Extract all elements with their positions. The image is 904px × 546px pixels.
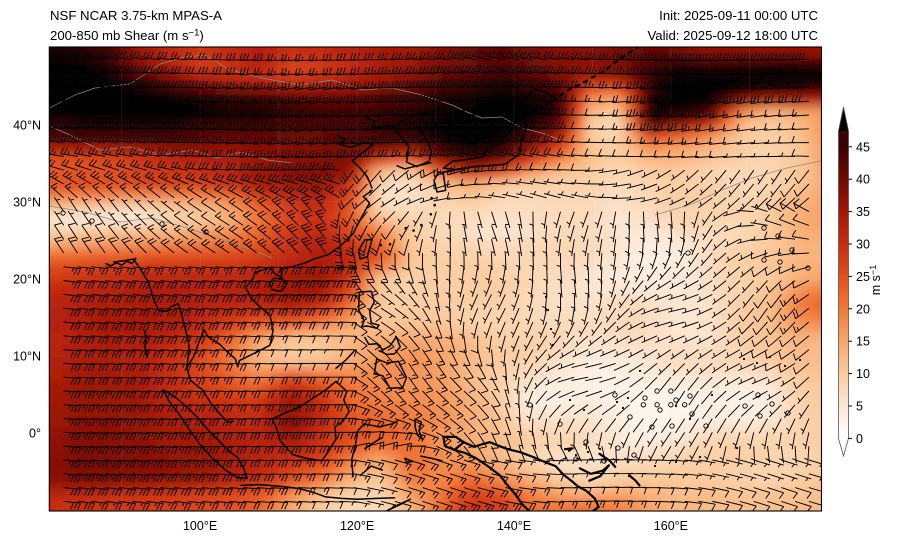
- svg-text:160°E: 160°E: [654, 519, 688, 533]
- svg-text:10: 10: [856, 367, 870, 381]
- svg-text:45: 45: [856, 140, 870, 154]
- svg-text:NSF NCAR 3.75-km MPAS-A: NSF NCAR 3.75-km MPAS-A: [50, 8, 222, 23]
- svg-text:40°N: 40°N: [13, 119, 41, 133]
- svg-text:100°E: 100°E: [183, 519, 217, 533]
- svg-text:15: 15: [856, 335, 870, 349]
- svg-text:5: 5: [856, 400, 863, 414]
- svg-text:140°E: 140°E: [497, 519, 531, 533]
- svg-text:25: 25: [856, 270, 870, 284]
- svg-text:10°N: 10°N: [13, 350, 41, 364]
- svg-text:20°N: 20°N: [13, 273, 41, 287]
- svg-text:30°N: 30°N: [13, 196, 41, 210]
- svg-text:35: 35: [856, 205, 870, 219]
- svg-text:40: 40: [856, 173, 870, 187]
- svg-text:200-850 mb Shear (m s−1): 200-850 mb Shear (m s−1): [50, 28, 204, 44]
- svg-text:120°E: 120°E: [340, 519, 374, 533]
- svg-text:20: 20: [856, 302, 870, 316]
- svg-text:Valid: 2025-09-12 18:00 UTC: Valid: 2025-09-12 18:00 UTC: [647, 28, 818, 43]
- svg-text:30: 30: [856, 238, 870, 252]
- svg-text:Init: 2025-09-11 00:00 UTC: Init: 2025-09-11 00:00 UTC: [659, 8, 818, 23]
- svg-text:0°: 0°: [29, 427, 41, 441]
- svg-text:0: 0: [856, 432, 863, 446]
